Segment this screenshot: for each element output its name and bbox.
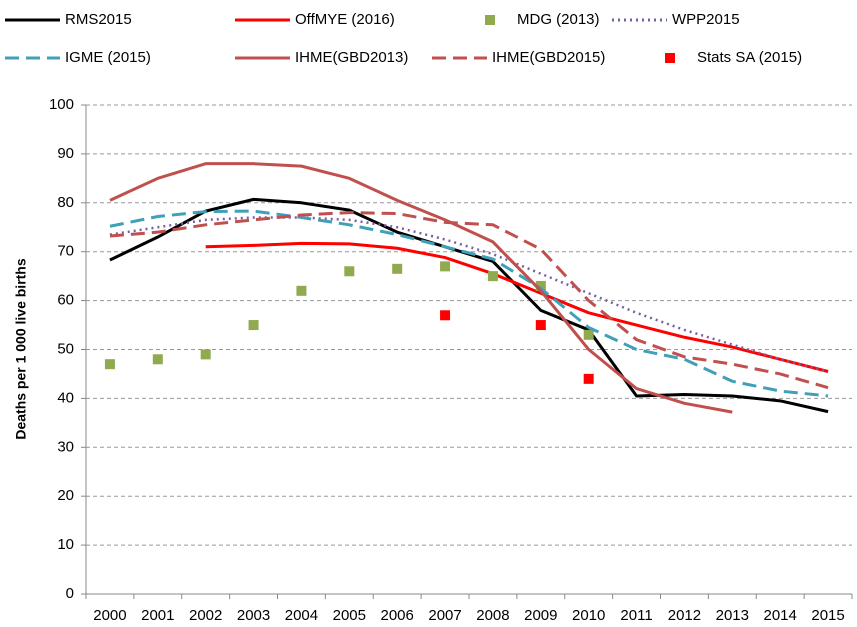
x-tick-label: 2011 (620, 607, 652, 624)
y-tick-label: 10 (57, 536, 74, 553)
legend-label: IGME (2015) (65, 49, 151, 66)
x-tick-label: 2003 (237, 607, 270, 624)
legend-label: RMS2015 (65, 11, 132, 28)
series-line (109, 162, 733, 414)
x-tick-label: 2013 (716, 607, 749, 624)
legend-marker (665, 53, 675, 63)
y-axis-label: Deaths per 1 000 live births (13, 258, 29, 440)
legend-marker (485, 15, 495, 25)
series-line (109, 216, 829, 373)
legend-label: IHME(GBD2013) (295, 49, 408, 66)
x-tick-label: 2004 (285, 607, 318, 624)
series-marker (200, 349, 211, 360)
x-tick-label: 2010 (572, 607, 605, 624)
series-marker (344, 266, 355, 277)
y-tick-label: 70 (57, 243, 74, 260)
series-marker (583, 373, 594, 384)
legend-label: IHME(GBD2015) (492, 49, 605, 66)
legend-label: WPP2015 (672, 11, 740, 28)
series-marker (152, 354, 163, 365)
y-tick-label: 90 (57, 145, 74, 162)
x-tick-label: 2000 (93, 607, 126, 624)
series-marker (440, 310, 451, 321)
y-tick-label: 40 (57, 389, 74, 406)
x-tick-label: 2007 (428, 607, 461, 624)
series-marker (535, 320, 546, 331)
y-tick-label: 80 (57, 194, 74, 211)
y-tick-label: 100 (49, 96, 74, 113)
y-tick-label: 0 (66, 585, 74, 602)
x-tick-label: 2014 (764, 607, 797, 624)
y-tick-label: 60 (57, 292, 74, 309)
y-tick-label: 20 (57, 487, 74, 504)
y-tick-label: 30 (57, 438, 74, 455)
x-tick-label: 2006 (381, 607, 414, 624)
x-tick-label: 2015 (811, 607, 844, 624)
series-line (205, 241, 829, 373)
series-line (109, 211, 829, 390)
series-marker (440, 261, 451, 272)
series-marker (104, 359, 115, 370)
legend-label: Stats SA (2015) (697, 49, 802, 66)
series-marker (248, 320, 259, 331)
x-tick-label: 2001 (141, 607, 174, 624)
series-line (109, 209, 829, 398)
series-marker (392, 263, 403, 274)
series-marker (296, 285, 307, 296)
x-tick-label: 2012 (668, 607, 701, 624)
legend: RMS2015 OffMYE (2016) MDG (2013) WPP2015 IGM… (5, 11, 802, 66)
x-tick-label: 2002 (189, 607, 222, 624)
series-marker (487, 271, 498, 282)
series-marker (583, 329, 594, 340)
legend-label: MDG (2013) (517, 11, 600, 28)
legend-label: OffMYE (2016) (295, 11, 395, 28)
x-tick-label: 2009 (524, 607, 557, 624)
x-tick-label: 2008 (476, 607, 509, 624)
y-tick-label: 50 (57, 340, 74, 357)
series-marker (535, 280, 546, 291)
x-tick-label: 2005 (333, 607, 366, 624)
